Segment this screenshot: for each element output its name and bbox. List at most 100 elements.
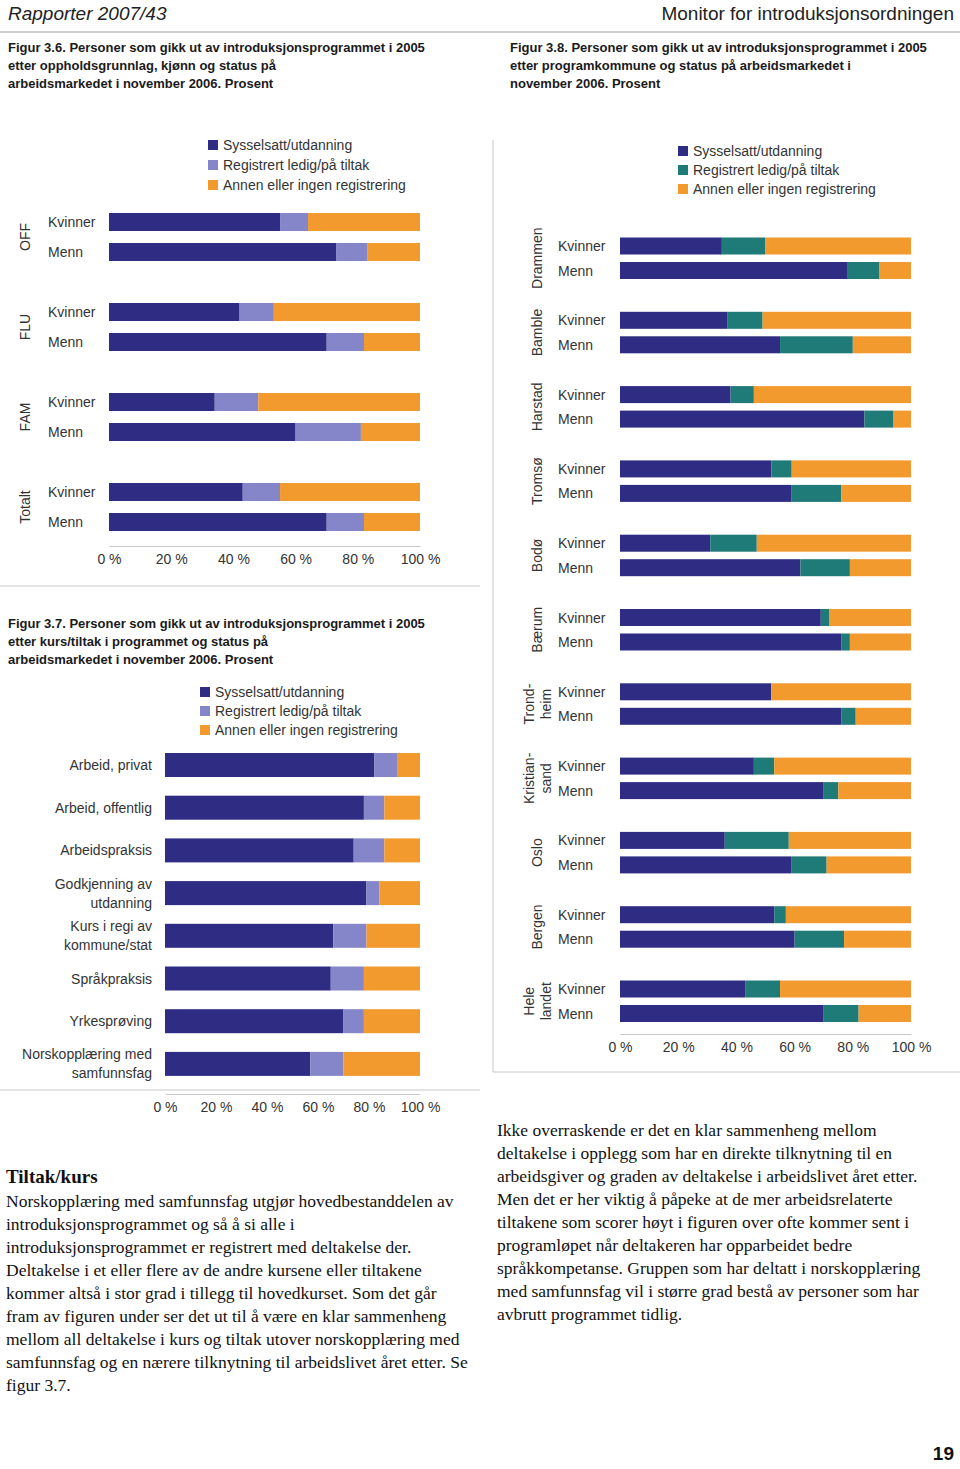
bar-segment xyxy=(853,336,911,353)
bar-segment xyxy=(333,924,366,948)
tick-label: 0 % xyxy=(97,551,121,567)
category-label: Menn xyxy=(48,514,83,530)
bar-segment xyxy=(364,333,420,351)
chart-title: Figur 3.8. Personer som gikk ut av intro… xyxy=(510,40,927,91)
bar-segment xyxy=(824,1005,859,1022)
tick-label: 100 % xyxy=(892,1039,932,1055)
chart: Figur 3.6. Personer som gikk ut av intro… xyxy=(8,40,440,567)
tick-label: 40 % xyxy=(721,1039,753,1055)
bar-segment xyxy=(856,708,911,725)
legend-label: Annen eller ingen registrering xyxy=(215,722,398,738)
bar-segment xyxy=(894,411,911,428)
tick-label: 20 % xyxy=(201,1099,233,1115)
bar-segment xyxy=(620,931,795,948)
page-number: 19 xyxy=(933,1443,954,1464)
bar-segment xyxy=(258,393,420,411)
legend-swatch xyxy=(208,180,218,190)
bar-segment xyxy=(774,906,786,923)
bar-segment xyxy=(800,559,849,576)
legend-label: Registrert ledig/på tiltak xyxy=(223,157,370,173)
legend-swatch xyxy=(208,160,218,170)
chart: Figur 3.8. Personer som gikk ut av intro… xyxy=(510,40,931,1055)
bar-segment xyxy=(841,485,911,502)
category-label: Menn xyxy=(558,783,593,799)
group-label-holder: Bamble xyxy=(529,309,545,357)
bars xyxy=(109,213,420,531)
legend-swatch xyxy=(678,165,688,175)
tick: 0 % xyxy=(153,1094,177,1115)
category-label: Menn xyxy=(558,411,593,427)
bar-segment xyxy=(331,967,364,991)
bar-segment xyxy=(841,708,856,725)
legend-label: Annen eller ingen registrering xyxy=(223,177,406,193)
group-label-holder: Bærum xyxy=(529,607,545,653)
bar-segment xyxy=(620,856,792,873)
category-label: Norskopplæring medsamfunnsfag xyxy=(22,1046,152,1081)
group-label: Trond-heim xyxy=(521,683,554,724)
bar-segment xyxy=(165,967,331,991)
category-label: Kvinner xyxy=(558,387,606,403)
bar-segment xyxy=(754,758,774,775)
bar-segment xyxy=(344,1009,364,1033)
group-label-holder: FLU xyxy=(17,314,33,340)
group-label-holder: Tromsø xyxy=(529,457,545,505)
bar-segment xyxy=(850,634,911,651)
bar-segment xyxy=(620,634,841,651)
category-label: Kvinner xyxy=(558,758,606,774)
header-right: Monitor for introduksjonsordningen xyxy=(661,3,954,24)
legend-swatch xyxy=(208,140,218,150)
category-label: Godkjenning avutdanning xyxy=(55,876,152,911)
bars xyxy=(165,753,420,1076)
category-label: Menn xyxy=(558,857,593,873)
bar-segment xyxy=(620,832,725,849)
category-label: Kvinner xyxy=(558,238,606,254)
tick: 100 % xyxy=(401,546,441,567)
tick-label: 80 % xyxy=(837,1039,869,1055)
bars xyxy=(620,238,911,1023)
frame-line xyxy=(0,1090,480,1091)
bar-segment xyxy=(165,881,366,905)
tick: 40 % xyxy=(252,1094,284,1115)
category-label: Menn xyxy=(558,634,593,650)
bar-segment xyxy=(280,483,420,501)
bar-segment xyxy=(780,336,853,353)
bar-segment xyxy=(296,423,361,441)
bar-segment xyxy=(620,559,800,576)
group-label: Bærum xyxy=(529,607,545,653)
bar-segment xyxy=(771,683,911,700)
legend-label: Registrert ledig/på tiltak xyxy=(693,162,840,178)
bar-segment xyxy=(109,303,240,321)
bar-segment xyxy=(379,881,420,905)
tick: 20 % xyxy=(663,1034,695,1055)
bar-segment xyxy=(780,981,911,998)
bar-segment xyxy=(109,243,336,261)
bar-segment xyxy=(384,796,420,820)
bar-segment xyxy=(620,460,771,477)
group-label: Bamble xyxy=(529,309,545,357)
bar-segment xyxy=(354,838,385,862)
group-label: Harstad xyxy=(529,382,545,431)
bar-segment xyxy=(374,753,397,777)
bar-segment xyxy=(728,312,763,329)
bar-segment xyxy=(795,931,844,948)
bar-segment xyxy=(620,906,774,923)
tick-label: 20 % xyxy=(663,1039,695,1055)
category-label: Menn xyxy=(48,334,83,350)
category-label: Arbeidspraksis xyxy=(60,842,152,858)
legend-swatch xyxy=(678,146,688,156)
group-label-holder: FAM xyxy=(17,403,33,432)
legend-label: Sysselsatt/utdanning xyxy=(693,143,822,159)
bar-segment xyxy=(366,924,420,948)
bar-segment xyxy=(620,262,847,279)
category-label: Kvinner xyxy=(558,535,606,551)
bar-segment xyxy=(327,513,364,531)
category-label: Kvinner xyxy=(558,312,606,328)
chart-title: Figur 3.6. Personer som gikk ut av intro… xyxy=(8,40,425,91)
tick-label: 100 % xyxy=(401,1099,441,1115)
tick-label: 40 % xyxy=(252,1099,284,1115)
header-rule xyxy=(0,32,960,33)
bar-segment xyxy=(620,782,824,799)
bar-segment xyxy=(620,758,754,775)
bar-segment xyxy=(620,336,780,353)
category-label: Arbeid, privat xyxy=(70,757,153,773)
